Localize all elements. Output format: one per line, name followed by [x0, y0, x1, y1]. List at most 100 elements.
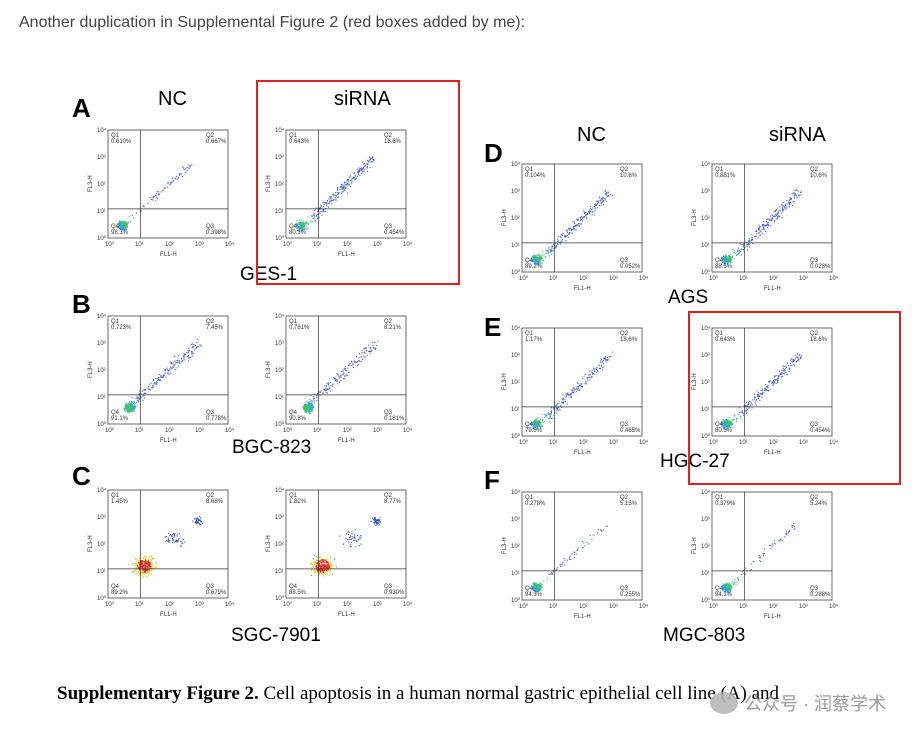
scatter-point	[174, 535, 176, 537]
scatter-point	[124, 408, 126, 411]
scatter-point	[342, 188, 345, 190]
x-tick-label: 10⁴	[639, 275, 649, 282]
scatter-point	[333, 558, 335, 560]
scatter-point	[331, 385, 333, 387]
scatter-point	[326, 392, 328, 394]
quadrant-name: Q4	[715, 422, 724, 428]
scatter-point	[727, 264, 729, 266]
scatter-point	[532, 425, 534, 427]
scatter-point	[141, 562, 143, 565]
scatter-point	[749, 238, 751, 240]
scatter-point	[138, 560, 140, 562]
scatter-point	[307, 410, 309, 412]
scatter-point	[315, 567, 318, 569]
scatter-point	[555, 405, 557, 407]
scatter-point	[306, 226, 308, 228]
scatter-point	[745, 567, 747, 569]
scatter-point	[377, 522, 379, 524]
scatter-point	[322, 573, 324, 575]
scatter-point	[595, 203, 597, 205]
scatter-point	[147, 560, 150, 562]
scatter-point	[318, 562, 320, 564]
scatter-point	[540, 259, 542, 261]
scatter-point	[765, 388, 767, 390]
scatter-point	[751, 234, 753, 236]
scatter-point	[325, 389, 327, 391]
scatter-point	[319, 212, 321, 214]
scatter-point	[379, 521, 381, 523]
scatter-point	[741, 249, 743, 251]
x-axis-label: FL1-H	[160, 438, 177, 444]
scatter-point	[534, 586, 536, 589]
scatter-point	[321, 560, 323, 562]
scatter-point	[780, 373, 782, 375]
scatter-point	[326, 204, 328, 206]
x-tick-label: 10²	[165, 242, 174, 248]
scatter-point	[777, 211, 779, 213]
scatter-point	[729, 422, 731, 424]
scatter-point	[604, 359, 606, 361]
quadrant-value: 0.643%	[289, 139, 310, 145]
scatter-point	[580, 216, 582, 218]
scatter-point	[354, 175, 356, 177]
plot-frame	[107, 129, 229, 239]
scatter-point	[152, 196, 155, 198]
scatter-point	[339, 188, 341, 190]
scatter-point	[327, 206, 329, 208]
scatter-point	[328, 382, 330, 384]
scatter-point	[149, 563, 151, 565]
scatter-point	[137, 565, 139, 567]
scatter-point	[338, 375, 340, 378]
scatter-point	[129, 407, 131, 409]
scatter-point	[570, 394, 572, 396]
y-tick-label: 10²	[701, 380, 710, 386]
scatter-point	[311, 408, 313, 410]
quadrant-name: Q1	[111, 493, 120, 499]
scatter-point	[781, 209, 783, 211]
scatter-point	[143, 565, 145, 567]
scatter-point	[724, 262, 726, 264]
scatter-point	[151, 567, 153, 569]
scatter-point	[536, 263, 538, 265]
scatter-point	[724, 263, 726, 265]
scatter-point	[178, 361, 180, 363]
scatter-point	[735, 418, 737, 420]
scatter-point	[793, 363, 795, 366]
y-tick-label: 10⁴	[275, 487, 285, 494]
scatter-point	[580, 218, 582, 220]
scatter-point	[538, 422, 541, 424]
scatter-point	[189, 166, 191, 168]
quadrant-name: Q4	[289, 410, 298, 416]
y-tick-label: 10²	[511, 544, 520, 550]
scatter-point	[774, 379, 776, 381]
scatter-point	[770, 219, 772, 221]
scatter-point	[180, 544, 182, 546]
scatter-point	[535, 423, 537, 425]
scatter-point	[144, 569, 146, 571]
scatter-point	[591, 370, 593, 372]
scatter-point	[312, 406, 314, 408]
scatter-point	[532, 256, 534, 258]
y-tick-label: 10³	[511, 353, 520, 359]
scatter-point	[343, 187, 345, 189]
scatter-point	[151, 387, 153, 389]
scatter-point	[783, 372, 785, 375]
scatter-point	[303, 409, 305, 411]
scatter-point	[561, 240, 563, 242]
scatter-point	[558, 409, 560, 411]
scatter-point	[312, 565, 315, 567]
scatter-point	[774, 382, 776, 384]
scatter-point	[755, 230, 757, 233]
scatter-point	[305, 400, 307, 402]
scatter-point	[358, 545, 360, 547]
scatter-point	[723, 260, 725, 262]
flow-plot-svg: 10⁰10⁰10¹10¹10²10²10³10³10⁴10⁴FL1-HFL3-H…	[502, 325, 649, 456]
scatter-point	[540, 418, 542, 421]
scatter-point	[593, 370, 595, 372]
scatter-point	[753, 396, 755, 398]
scatter-point	[750, 240, 752, 242]
scatter-point	[728, 260, 730, 263]
scatter-point	[127, 411, 129, 413]
scatter-point	[721, 420, 723, 423]
scatter-point	[358, 172, 360, 174]
